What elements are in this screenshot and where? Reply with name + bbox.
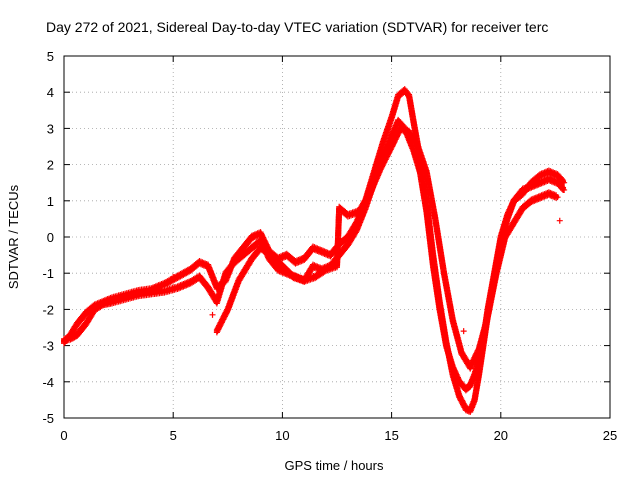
y-tick-label: -2 (42, 302, 54, 317)
y-tick-label: -4 (42, 375, 54, 390)
y-tick-label: 3 (47, 121, 54, 136)
y-tick-label: -5 (42, 411, 54, 426)
x-tick-label: 20 (494, 428, 508, 443)
y-tick-label: 5 (47, 49, 54, 64)
y-axis-ticks: -5 -4 -3 -2 -1 0 1 2 3 4 5 (42, 49, 610, 426)
data-point-marker (394, 132, 401, 139)
data-point-marker (391, 139, 398, 146)
y-tick-label: 0 (47, 230, 54, 245)
y-tick-label: -1 (42, 266, 54, 281)
x-tick-label: 25 (603, 428, 617, 443)
y-tick-label: 2 (47, 158, 54, 173)
x-tick-label: 0 (60, 428, 67, 443)
x-tick-label: 5 (170, 428, 177, 443)
data-point-marker (391, 137, 398, 144)
data-points (61, 86, 568, 416)
data-point-marker (392, 136, 399, 143)
x-tick-label: 15 (384, 428, 398, 443)
y-tick-label: 1 (47, 194, 54, 209)
x-axis-ticks: 0 5 10 15 20 25 (60, 56, 617, 443)
y-tick-label: -3 (42, 339, 54, 354)
data-point-marker (352, 229, 359, 236)
data-point-marker (389, 143, 396, 150)
data-point-marker (390, 140, 397, 147)
data-point-marker (561, 179, 568, 186)
x-tick-label: 10 (275, 428, 289, 443)
data-point-marker (393, 135, 400, 142)
data-point-marker (393, 133, 400, 140)
data-point-marker (395, 130, 402, 137)
data-point-marker (388, 144, 395, 151)
data-point-marker (561, 186, 568, 193)
data-point-marker (389, 142, 396, 149)
y-tick-label: 4 (47, 85, 54, 100)
